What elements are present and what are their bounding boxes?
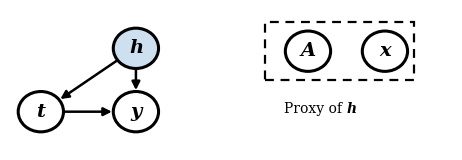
Text: h: h bbox=[129, 39, 143, 57]
Text: A: A bbox=[300, 42, 316, 60]
Text: y: y bbox=[130, 103, 142, 121]
FancyBboxPatch shape bbox=[265, 22, 414, 80]
Ellipse shape bbox=[113, 28, 158, 68]
Ellipse shape bbox=[286, 31, 331, 71]
Text: Proxy of: Proxy of bbox=[284, 102, 346, 116]
Ellipse shape bbox=[362, 31, 407, 71]
Text: x: x bbox=[379, 42, 391, 60]
Text: t: t bbox=[36, 103, 45, 121]
Text: h: h bbox=[346, 102, 357, 116]
Ellipse shape bbox=[18, 92, 63, 132]
Ellipse shape bbox=[113, 92, 158, 132]
